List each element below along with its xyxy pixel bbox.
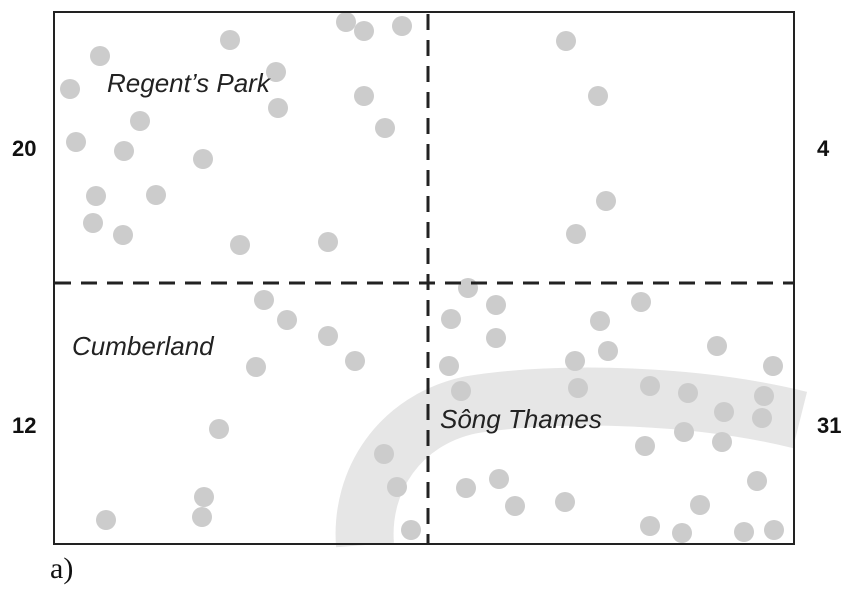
region-label-cumberland: Cumberland (72, 331, 215, 361)
map-dot (130, 111, 150, 131)
map-dot (690, 495, 710, 515)
map-dot (66, 132, 86, 152)
map-dot (752, 408, 772, 428)
map-dot (754, 386, 774, 406)
map-dot (392, 16, 412, 36)
map-dot (318, 326, 338, 346)
region-label-song-thames: Sông Thames (440, 404, 602, 434)
count-bottom-left: 12 (12, 413, 36, 438)
map-dot (209, 419, 229, 439)
map-dot (441, 309, 461, 329)
map-dot (277, 310, 297, 330)
map-dot (566, 224, 586, 244)
map-dot (712, 432, 732, 452)
map-dot (588, 86, 608, 106)
map-dot (146, 185, 166, 205)
map-dot (596, 191, 616, 211)
map-dot (678, 383, 698, 403)
map-dot (489, 469, 509, 489)
count-top-left: 20 (12, 136, 36, 161)
map-dot (345, 351, 365, 371)
map-dot (640, 516, 660, 536)
map-dot (220, 30, 240, 50)
map-dot (336, 12, 356, 32)
count-top-right: 4 (817, 136, 830, 161)
map-dot (254, 290, 274, 310)
map-dot (266, 62, 286, 82)
map-dot (747, 471, 767, 491)
map-dot (230, 235, 250, 255)
map-dot (734, 522, 754, 542)
map-dot (763, 356, 783, 376)
map-dot (640, 376, 660, 396)
map-dot (707, 336, 727, 356)
region-label-regents-park: Regent’s Park (107, 68, 272, 98)
figure-caption: a) (50, 552, 74, 585)
map-dot (565, 351, 585, 371)
map-dot (194, 487, 214, 507)
map-dot (556, 31, 576, 51)
map-dot (113, 225, 133, 245)
point-cluster (60, 12, 784, 543)
map-dot (90, 46, 110, 66)
map-dot (505, 496, 525, 516)
map-dot (714, 402, 734, 422)
map-dot (375, 118, 395, 138)
map-dot (354, 86, 374, 106)
map-dot (439, 356, 459, 376)
map-dot (246, 357, 266, 377)
map-dot (318, 232, 338, 252)
map-dot (598, 341, 618, 361)
map-dot (635, 436, 655, 456)
map-dot (486, 328, 506, 348)
map-dot (60, 79, 80, 99)
map-frame (53, 11, 795, 545)
map-dot (374, 444, 394, 464)
map-dot (83, 213, 103, 233)
map-dot (192, 507, 212, 527)
map-dot (458, 278, 478, 298)
map-dot (590, 311, 610, 331)
map-dot (672, 523, 692, 543)
map-dot (114, 141, 134, 161)
map-dot (555, 492, 575, 512)
map-dot (354, 21, 374, 41)
map-dot (86, 186, 106, 206)
map-dot (674, 422, 694, 442)
map-dot (451, 381, 471, 401)
map-dot (486, 295, 506, 315)
river-thames-band (335, 367, 808, 548)
count-bottom-right: 31 (817, 413, 841, 438)
map-dot (456, 478, 476, 498)
map-dot (631, 292, 651, 312)
map-dot (568, 378, 588, 398)
map-dot (193, 149, 213, 169)
map-dot (401, 520, 421, 540)
map-dot (387, 477, 407, 497)
map-dot (96, 510, 116, 530)
map-dot (268, 98, 288, 118)
map-dot (764, 520, 784, 540)
